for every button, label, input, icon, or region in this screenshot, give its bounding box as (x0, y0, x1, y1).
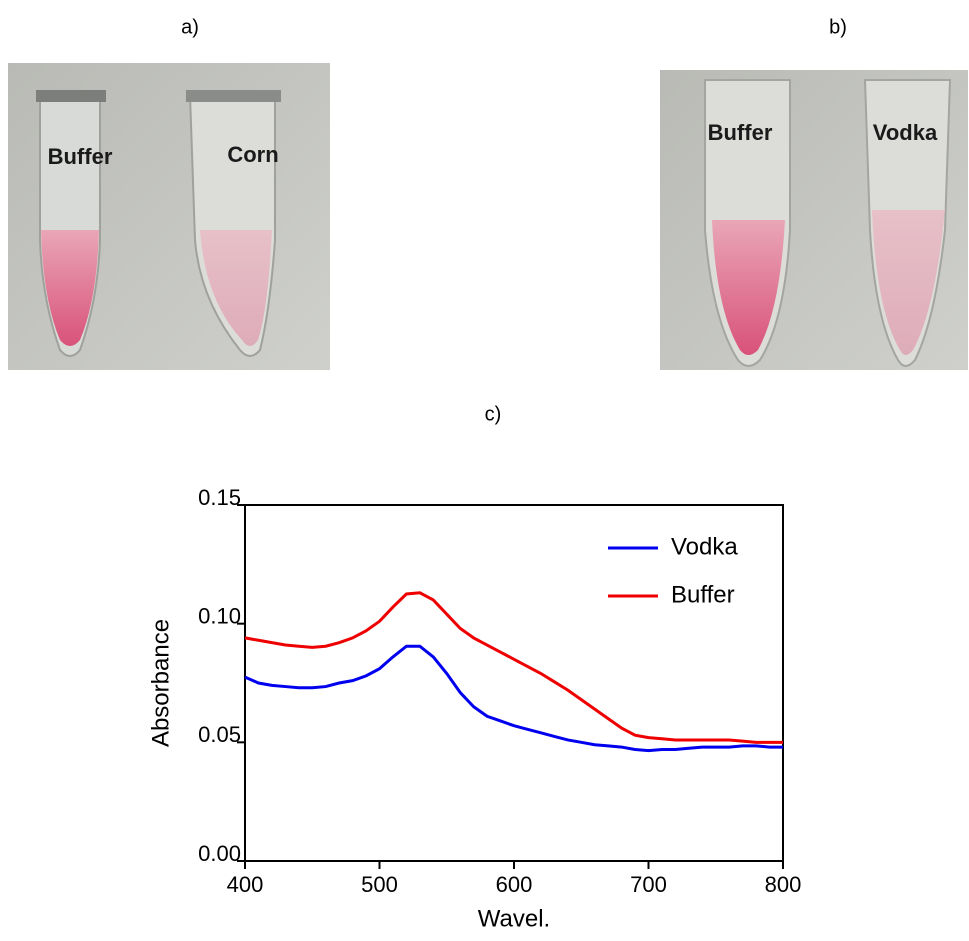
x-axis-title: Wavel. (478, 905, 550, 932)
tube-label: Buffer (48, 144, 113, 169)
y-tick-label: 0.05 (198, 722, 241, 747)
tube-label: Buffer (708, 120, 773, 145)
x-tick-label: 700 (630, 872, 667, 897)
y-tick-label: 0.10 (198, 603, 241, 628)
photo-a: Buffer Corn (8, 63, 330, 370)
x-tick-label: 500 (361, 872, 398, 897)
tube-cap (36, 90, 106, 102)
y-tick-label: 0.00 (198, 841, 241, 866)
liquid (872, 210, 945, 355)
data-line (244, 644, 783, 753)
x-tick-label: 600 (496, 872, 533, 897)
panel-label: b) (829, 16, 847, 38)
legend-label: Vodka (671, 533, 738, 560)
y-axis-title: Absorbance (147, 619, 174, 747)
legend-label: Buffer (671, 581, 735, 608)
panel-label: a) (181, 16, 199, 38)
tube-label: Corn (227, 142, 278, 167)
y-tick-label: 0.15 (198, 485, 241, 510)
tube-label: Vodka (873, 120, 938, 145)
data-line (244, 591, 783, 744)
liquid (712, 220, 785, 355)
panel-label: c) (485, 403, 502, 425)
x-tick-label: 800 (765, 872, 802, 897)
tube-cap (186, 90, 281, 102)
liquid (41, 230, 99, 346)
x-tick-label: 400 (227, 872, 264, 897)
photo-b: Buffer Vodka (660, 70, 968, 370)
liquid (200, 230, 272, 346)
